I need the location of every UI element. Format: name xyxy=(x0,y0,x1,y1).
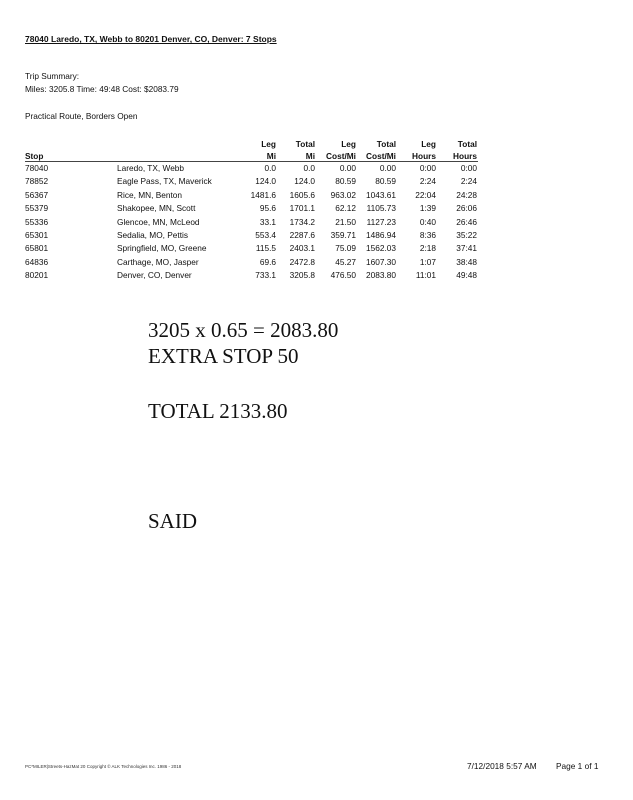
cell-total-cost-mi: 80.59 xyxy=(375,176,396,187)
cell-leg-mi: 33.1 xyxy=(259,216,276,227)
header-divider xyxy=(25,161,478,162)
cell-leg-cost-mi: 0.00 xyxy=(339,163,356,173)
cell-total-mi: 124.0 xyxy=(294,176,315,187)
column-header-leg-hours-bottom: Hours xyxy=(412,151,436,161)
cell-stop: 55336 xyxy=(25,216,49,227)
cell-total-hours: 24:28 xyxy=(456,189,477,200)
cell-total-hours: 35:22 xyxy=(456,230,477,240)
footer-datetime: 7/12/2018 5:57 AM xyxy=(467,761,537,771)
cell-total-hours: 49:48 xyxy=(456,270,477,281)
cell-stop: 56367 xyxy=(25,189,49,200)
cell-location: Glencoe, MN, McLeod xyxy=(117,216,200,227)
column-header-total-hours-bottom: Hours xyxy=(453,151,477,161)
cell-stop: 55379 xyxy=(25,203,49,214)
cell-leg-hours: 22:04 xyxy=(415,189,436,200)
cell-stop: 65801 xyxy=(25,243,49,254)
route-type: Practical Route, Borders Open xyxy=(25,111,138,121)
cell-location: Denver, CO, Denver xyxy=(117,270,192,281)
cell-stop: 78040 xyxy=(25,163,49,173)
cell-total-mi: 2472.8 xyxy=(289,256,315,267)
report-title: 78040 Laredo, TX, Webb to 80201 Denver, … xyxy=(25,34,277,44)
handwritten-note-calc: 3205 x 0.65 = 2083.80 xyxy=(148,318,339,342)
cell-total-cost-mi: 2083.80 xyxy=(366,270,396,281)
column-header-total-mi-top: Total xyxy=(295,139,315,149)
cell-stop: 80201 xyxy=(25,270,49,281)
cell-leg-cost-mi: 80.59 xyxy=(335,176,356,187)
column-header-total-cost-mi-top: Total xyxy=(376,139,396,149)
column-header-total-hours-top: Total xyxy=(457,139,477,149)
column-header-total-cost-mi-bottom: Cost/Mi xyxy=(366,151,396,161)
column-header-leg-hours-top: Leg xyxy=(421,139,436,149)
cell-location: Rice, MN, Benton xyxy=(117,189,183,200)
cell-leg-cost-mi: 75.09 xyxy=(335,243,356,254)
cell-leg-mi: 0.0 xyxy=(264,163,276,173)
handwritten-note-said: SAID xyxy=(148,509,198,533)
cell-total-mi: 1605.6 xyxy=(289,189,315,200)
cell-total-cost-mi: 1607.30 xyxy=(366,256,396,267)
cell-total-mi: 2287.6 xyxy=(289,230,315,240)
cell-leg-cost-mi: 62.12 xyxy=(335,203,356,214)
cell-total-hours: 26:46 xyxy=(456,216,477,227)
cell-location: Shakopee, MN, Scott xyxy=(117,203,196,214)
cell-stop: 78852 xyxy=(25,176,49,187)
cell-leg-hours: 8:36 xyxy=(419,230,436,240)
column-header-leg-mi-bottom: Mi xyxy=(266,151,276,161)
cell-total-hours: 26:06 xyxy=(456,203,477,214)
cell-total-cost-mi: 1043.61 xyxy=(366,189,396,200)
cell-total-hours: 0:00 xyxy=(460,163,477,173)
cell-leg-cost-mi: 21.50 xyxy=(335,216,356,227)
cell-total-hours: 38:48 xyxy=(456,256,477,267)
cell-total-cost-mi: 0.00 xyxy=(379,163,396,173)
cell-total-mi: 1701.1 xyxy=(289,203,315,214)
cell-total-mi: 3205.8 xyxy=(289,270,315,281)
cell-location: Eagle Pass, TX, Maverick xyxy=(117,176,212,187)
handwritten-note-total: TOTAL 2133.80 xyxy=(148,399,288,423)
column-header-leg-cost-mi-bottom: Cost/Mi xyxy=(326,151,356,161)
footer-copyright: PC*MILER|Streets-HazMat 20 Copyright © A… xyxy=(25,764,182,769)
cell-leg-mi: 553.4 xyxy=(255,230,276,240)
cell-stop: 65301 xyxy=(25,230,49,240)
footer-page: Page 1 of 1 xyxy=(556,761,599,771)
trip-summary-heading: Trip Summary: xyxy=(25,71,80,81)
cell-leg-mi: 69.6 xyxy=(259,256,276,267)
cell-leg-mi: 115.5 xyxy=(255,243,276,254)
column-header-leg-cost-mi-top: Leg xyxy=(341,139,356,149)
cell-total-mi: 2403.1 xyxy=(289,243,315,254)
cell-leg-mi: 124.0 xyxy=(255,176,276,187)
cell-leg-hours: 11:01 xyxy=(415,270,436,281)
trip-summary-line: Miles: 3205.8 Time: 49:48 Cost: $2083.79 xyxy=(25,84,179,94)
handwritten-note-extra-stop: EXTRA STOP 50 xyxy=(148,344,299,368)
cell-total-cost-mi: 1486.94 xyxy=(366,230,396,240)
cell-stop: 64836 xyxy=(25,256,49,267)
cell-total-hours: 2:24 xyxy=(460,176,477,187)
column-header-total-mi-bottom: Mi xyxy=(305,151,315,161)
cell-leg-cost-mi: 963.02 xyxy=(330,189,356,200)
cell-location: Laredo, TX, Webb xyxy=(117,163,185,173)
cell-leg-hours: 0:40 xyxy=(419,216,436,227)
cell-leg-mi: 1481.6 xyxy=(250,189,276,200)
cell-location: Carthage, MO, Jasper xyxy=(117,256,199,267)
cell-leg-hours: 1:39 xyxy=(419,203,436,214)
cell-leg-hours: 2:18 xyxy=(419,243,436,254)
cell-leg-mi: 733.1 xyxy=(255,270,276,281)
cell-total-cost-mi: 1127.23 xyxy=(366,216,396,227)
cell-location: Springfield, MO, Greene xyxy=(117,243,207,254)
cell-total-cost-mi: 1562.03 xyxy=(366,243,396,254)
cell-total-mi: 1734.2 xyxy=(289,216,315,227)
cell-leg-hours: 0:00 xyxy=(419,163,436,173)
cell-leg-mi: 95.6 xyxy=(259,203,276,214)
cell-leg-cost-mi: 45.27 xyxy=(335,256,356,267)
column-header-leg-mi-top: Leg xyxy=(261,139,276,149)
cell-location: Sedalia, MO, Pettis xyxy=(117,230,189,240)
cell-total-cost-mi: 1105.73 xyxy=(366,203,396,214)
cell-leg-cost-mi: 359.71 xyxy=(330,230,356,240)
cell-leg-hours: 1:07 xyxy=(419,256,436,267)
column-header-stop-bottom: Stop xyxy=(25,151,44,161)
cell-leg-hours: 2:24 xyxy=(419,176,436,187)
cell-total-hours: 37:41 xyxy=(456,243,477,254)
cell-total-mi: 0.0 xyxy=(303,163,315,173)
cell-leg-cost-mi: 476.50 xyxy=(330,270,356,281)
